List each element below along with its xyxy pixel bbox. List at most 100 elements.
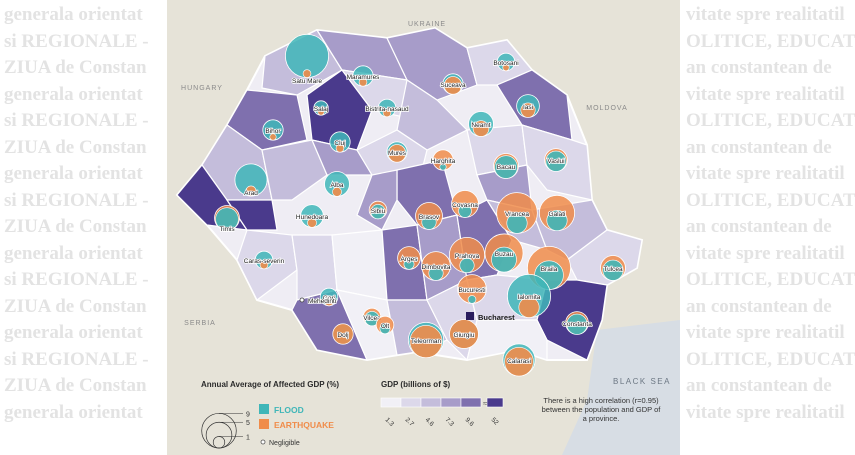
county-neamt: Neamt xyxy=(468,111,494,137)
legend-flood-label: FLOOD xyxy=(274,405,304,415)
background-text-line: generala orientat xyxy=(4,83,143,105)
legend-size-label: 9 xyxy=(246,411,250,418)
background-text-line: OLITICE, EDUCATI xyxy=(686,30,855,52)
county-arges: Arges xyxy=(397,246,421,270)
county-label: Bistrita-nasaud xyxy=(365,106,409,113)
county-label: Satu Mare xyxy=(292,78,322,85)
county-ialomita: Ialomita xyxy=(506,273,551,318)
background-text-line: si REGIONALE - xyxy=(4,348,149,370)
earthquake-circle xyxy=(259,260,269,270)
earthquake-circle xyxy=(518,296,540,318)
earthquake-circle xyxy=(307,217,317,228)
county-galati: Galati xyxy=(538,194,576,232)
county-sibiu: Sibiu xyxy=(368,200,388,220)
flood-circle xyxy=(566,313,588,335)
county-cluj: Cluj xyxy=(329,131,351,153)
county-caras-severin: Caras-severin xyxy=(243,250,285,270)
earthquake-circle xyxy=(302,69,312,78)
earthquake-swatch xyxy=(259,419,269,429)
county-vrancea: Vrancea xyxy=(496,192,538,234)
county-bacau: Bacau xyxy=(493,153,519,179)
country-label-hungary: HUNGARY xyxy=(181,85,223,92)
background-text-line: si REGIONALE - xyxy=(4,110,149,131)
background-text-line: OLITICE, EDUCATI xyxy=(686,110,855,131)
background-text-line: an constantean de xyxy=(686,295,832,317)
flood-circle xyxy=(459,257,475,273)
county-maramures: Maramures xyxy=(346,65,381,87)
background-text-line: ZIUA de Constan xyxy=(4,375,147,396)
county-suceava: Suceava xyxy=(440,73,467,95)
county-dolj: Dolj xyxy=(332,323,354,345)
background-text-line: generala orientat xyxy=(4,401,143,423)
background-text-line: ZIUA de Constan xyxy=(4,57,147,78)
legend-size-label: 1 xyxy=(246,434,250,441)
county-label: Gorj xyxy=(323,295,335,302)
country-label-serbia: SERBIA xyxy=(184,320,216,327)
county-gorj: Gorj xyxy=(319,287,339,307)
county-label: Dolj xyxy=(337,332,348,339)
background-text-line: generala orientat xyxy=(4,242,143,264)
county-label: Vrancea xyxy=(505,211,529,218)
county-harghita: Harghita xyxy=(430,149,456,171)
background-text-line: an constantean de xyxy=(686,57,832,78)
earthquake-circle xyxy=(449,319,479,349)
county-label: Bihor xyxy=(265,128,281,135)
flood-circle xyxy=(545,150,567,172)
county-label: Alba xyxy=(330,182,343,189)
county-label: Hunedoara xyxy=(296,214,329,221)
flood-circle xyxy=(421,214,437,230)
flood-circle xyxy=(428,265,444,281)
county-label: Maramures xyxy=(347,74,381,81)
flood-circle xyxy=(458,204,472,218)
background-text-line: vitate spre realitatil xyxy=(686,401,845,423)
county-label: Caras-severin xyxy=(244,258,285,265)
county-mehedinti: Mehedinti xyxy=(299,297,337,306)
legend-size-scale: 9 5 1 FLOOD EARTHQUAKE Negligible xyxy=(201,404,334,449)
country-label-ukraine: UKRAINE xyxy=(408,21,446,28)
county-mures: Mures xyxy=(386,141,408,163)
county-buzau: Buzau xyxy=(484,233,524,273)
capital-marker xyxy=(466,312,474,320)
county-label: Brasov xyxy=(419,214,440,221)
county-alba: Alba xyxy=(324,171,350,197)
county-vaslui: Vaslui xyxy=(544,148,568,172)
background-text-line: an constantean de xyxy=(686,216,832,237)
gdp-scale-tick: 1.3 xyxy=(384,416,396,428)
romania-map: Satu Mare Maramures Botosani Suceava Bihor Sa… xyxy=(167,0,680,455)
capital-label: Bucharest xyxy=(478,313,515,322)
background-text-line: si REGIONALE - xyxy=(4,30,149,52)
legend-size-label: 5 xyxy=(246,420,250,427)
county-bistrita-nasaud: Bistrita-nasaud xyxy=(365,98,410,118)
county-label: Salaj xyxy=(314,106,328,113)
county-brasov: Brasov xyxy=(415,202,443,230)
earthquake-circle xyxy=(502,64,510,72)
gdp-scale-swatch xyxy=(440,397,462,408)
earthquake-circle xyxy=(332,323,354,345)
county-label: Bacau xyxy=(497,164,516,171)
county-label: Buzau xyxy=(495,251,514,258)
earthquake-circle xyxy=(335,143,345,153)
county-label: Prahova xyxy=(455,253,480,260)
background-text-line: OLITICE, EDUCATI xyxy=(686,348,855,370)
flood-circle xyxy=(439,163,447,171)
background-text-line: ZIUA de Constan xyxy=(4,136,147,158)
county-label: Neamt xyxy=(471,122,490,129)
county-bucuresti: Bucuresti xyxy=(457,274,487,304)
background-text-line: vitate spre realitatil xyxy=(686,163,845,184)
gdp-scale-swatch xyxy=(400,397,422,408)
background-text-line: si REGIONALE - xyxy=(4,189,149,211)
background-text-line: an constantean de xyxy=(686,136,832,158)
county-timis: Timis xyxy=(214,205,240,234)
flood-circle xyxy=(379,323,391,335)
gdp-scale-swatch xyxy=(460,397,482,408)
earthquake-circle xyxy=(323,295,335,307)
flood-circle xyxy=(546,209,568,231)
background-text-line: si REGIONALE - xyxy=(4,269,149,290)
county-teleorman: Teleorman xyxy=(407,321,445,359)
flood-circle xyxy=(467,295,477,304)
county-label: Calarasi xyxy=(507,358,531,365)
flood-circle xyxy=(506,212,528,234)
county-arad: Arad xyxy=(234,163,268,198)
county-label: Bucuresti xyxy=(458,287,485,294)
background-text-line: generala orientat xyxy=(4,322,143,343)
